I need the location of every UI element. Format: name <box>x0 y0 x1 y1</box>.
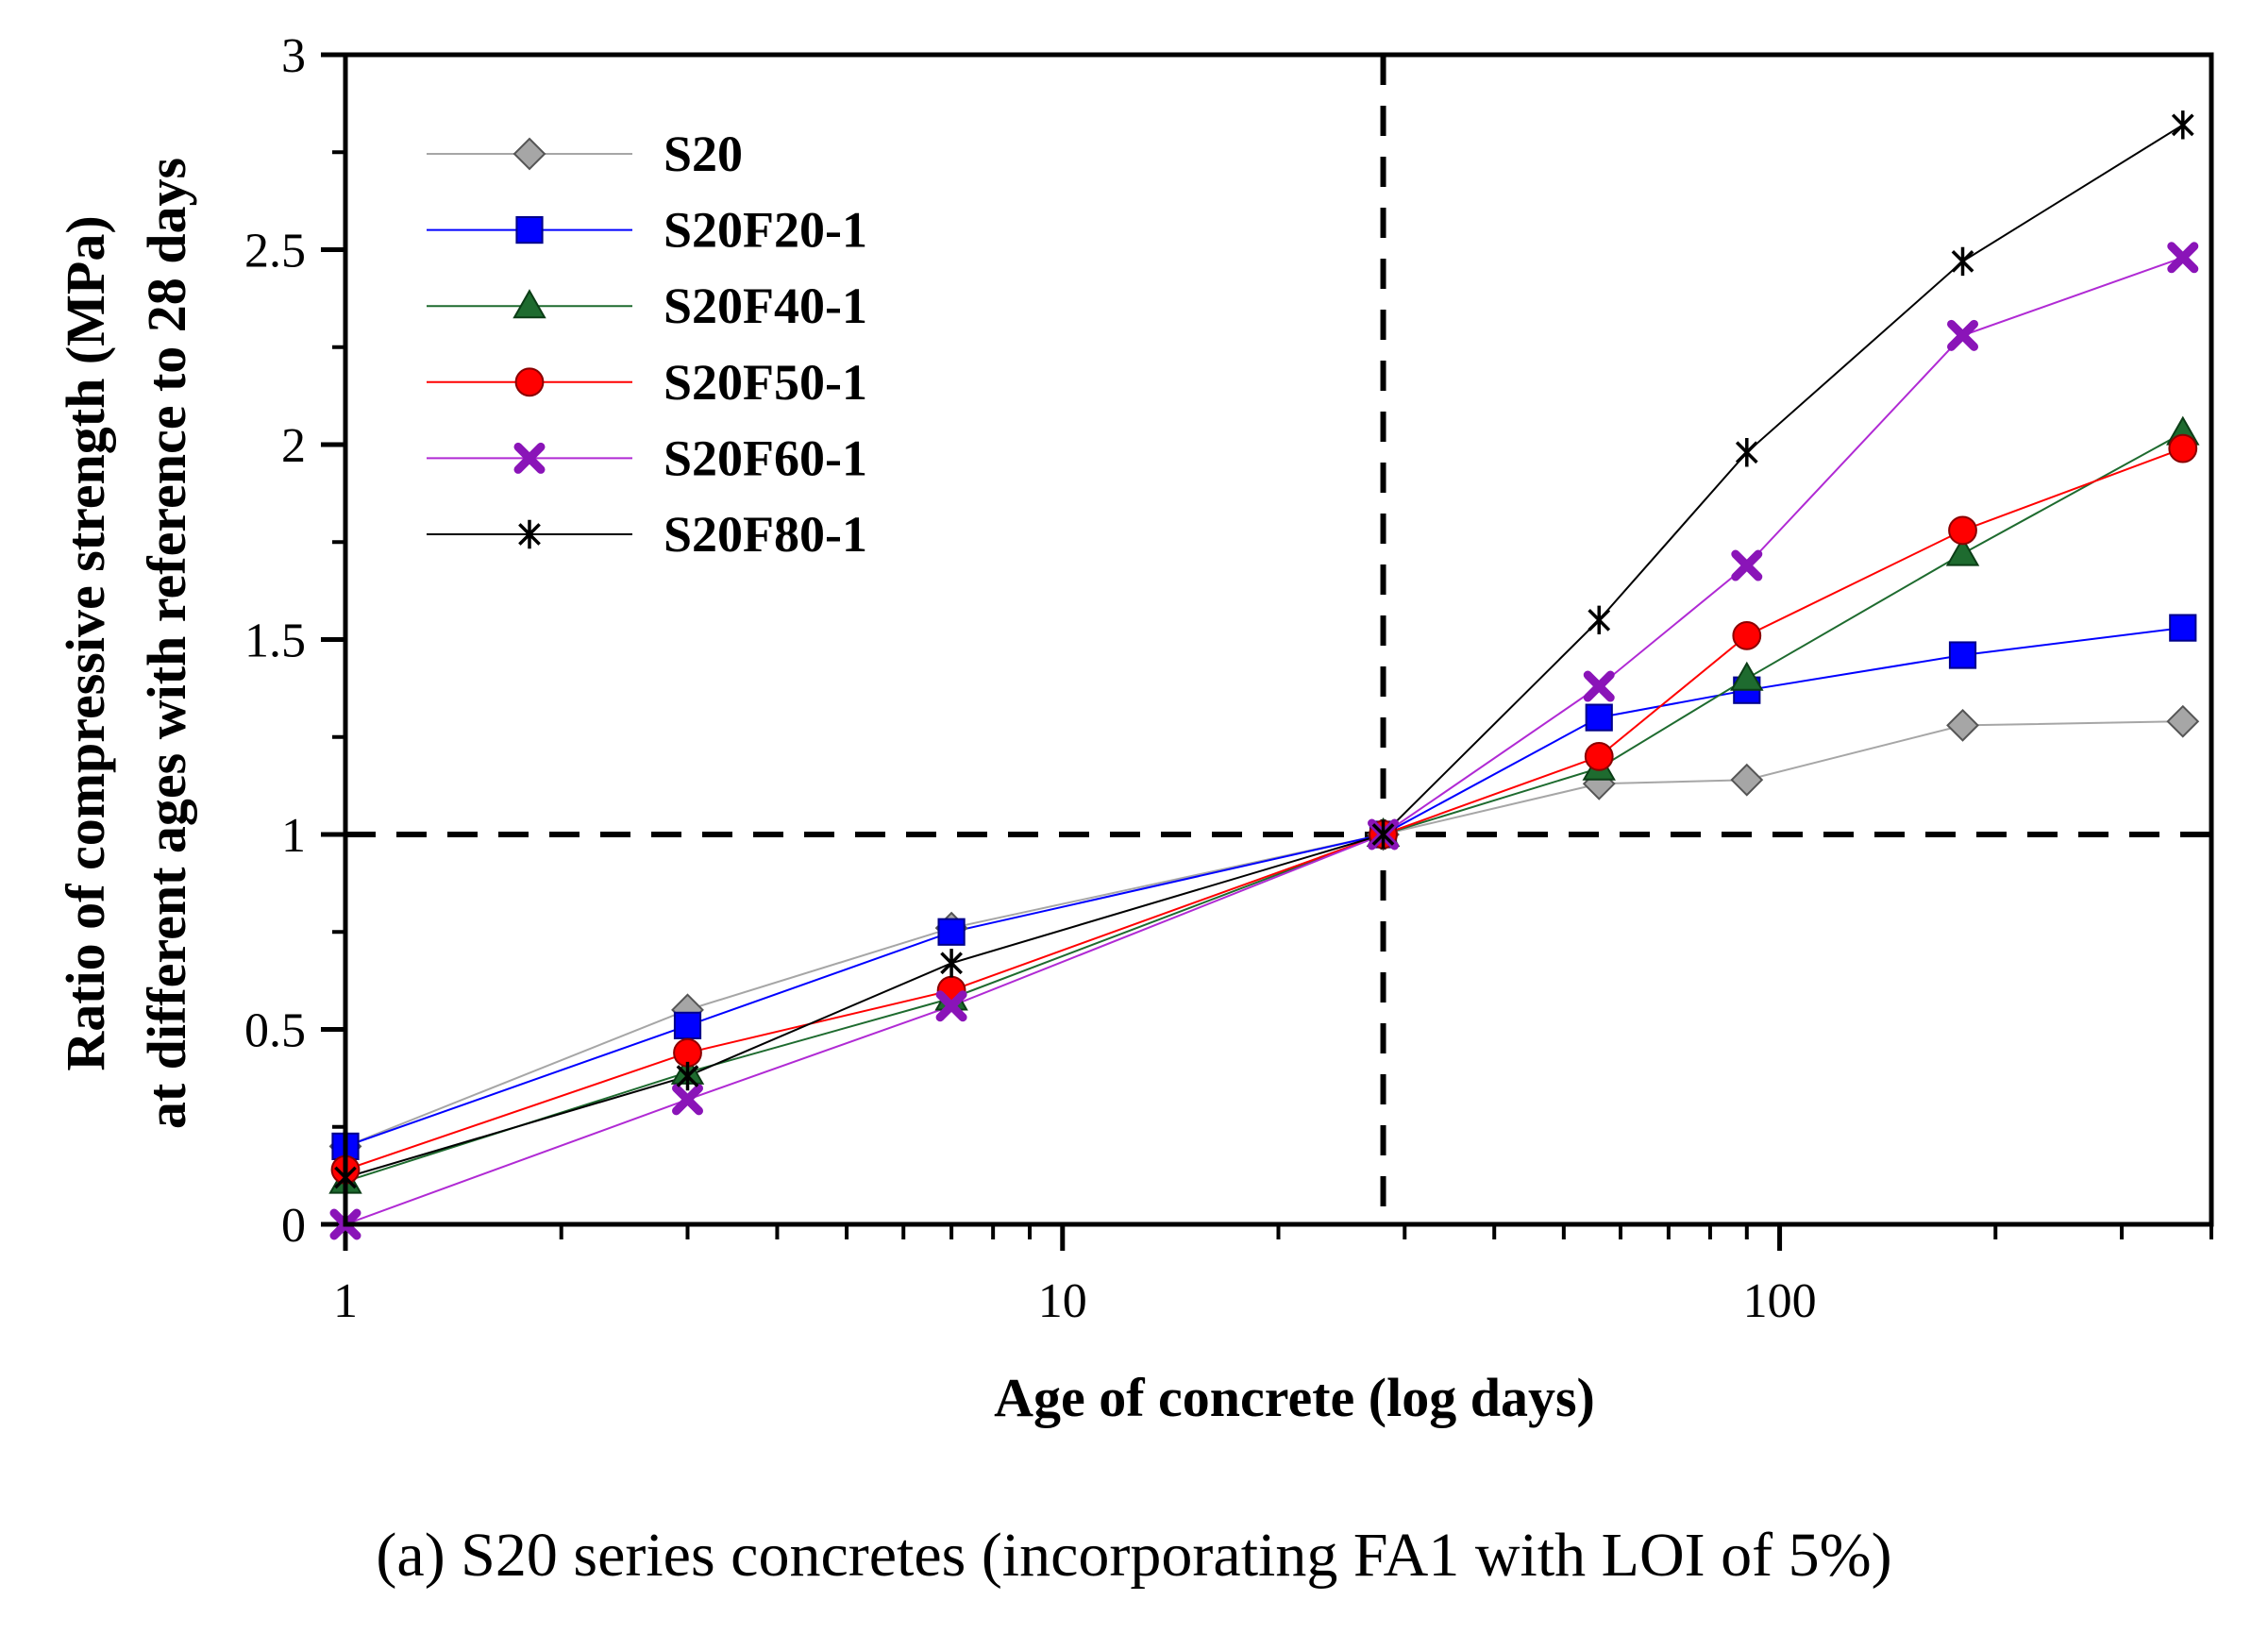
y-tick-label: 2 <box>281 419 306 473</box>
data-point-S20F20-1 <box>673 1011 702 1039</box>
legend-marker <box>512 289 546 319</box>
legend-marker <box>514 367 545 397</box>
data-point-S20F80-1 <box>676 1061 699 1091</box>
series-lines <box>344 124 2184 1225</box>
data-point-S20F50-1 <box>1584 742 1614 771</box>
data-point-S20F60-1 <box>1947 319 1979 351</box>
x-axis-title: Age of concrete (log days) <box>994 1367 1595 1428</box>
data-point-S20F40-1 <box>1730 661 1764 691</box>
y-tick-label: 1.5 <box>244 615 306 668</box>
data-point-S20F20-1 <box>1585 703 1613 732</box>
legend-marker <box>513 442 546 474</box>
data-point-S20F80-1 <box>1588 605 1611 635</box>
x-axis-ticks: 1 10 100 <box>333 1224 2213 1328</box>
legend: S20 S20F20-1 S20F40-1 S20F50-1 S20F60-1 S20F8… <box>427 126 867 563</box>
data-point-S20 <box>1946 708 1979 742</box>
legend-marker <box>512 137 546 171</box>
series-line-S20F80-1 <box>344 124 2184 1179</box>
y-tick-label: 1 <box>281 809 306 863</box>
data-point-S20F20-1 <box>2169 614 2197 642</box>
data-point-S20F20-1 <box>1948 641 1977 669</box>
series-markers <box>328 110 2200 1240</box>
y-tick-label: 2.5 <box>244 225 306 278</box>
x-tick-label: 1 <box>333 1274 358 1328</box>
data-point-S20F20-1 <box>937 918 966 946</box>
data-point-S20F60-1 <box>2167 242 2199 274</box>
legend-label: S20F50-1 <box>664 354 867 411</box>
series-line-S20F50-1 <box>344 447 2184 1171</box>
reference-lines <box>345 55 2211 1224</box>
series-line-S20F20-1 <box>344 627 2183 1148</box>
series-line-S20F60-1 <box>344 256 2184 1225</box>
legend-label: S20F60-1 <box>664 430 867 486</box>
data-point-S20F50-1 <box>2168 433 2198 463</box>
legend-label: S20F20-1 <box>664 202 867 259</box>
data-point-S20F60-1 <box>1583 670 1615 702</box>
x-tick-label: 100 <box>1743 1274 1817 1328</box>
y-tick-label: 0 <box>281 1199 306 1253</box>
legend-marker <box>518 519 541 549</box>
data-point-S20F50-1 <box>1948 515 1977 546</box>
data-point-S20F50-1 <box>1732 620 1762 650</box>
data-point-S20F80-1 <box>1735 438 1758 467</box>
data-point-S20F40-1 <box>1945 536 1980 566</box>
y-axis-ticks: 0 0.5 1 1.5 2 2.5 3 <box>244 29 345 1253</box>
series-line-S20 <box>344 720 2183 1148</box>
figure-caption: (a) S20 series concretes (incorporating … <box>376 1521 1892 1590</box>
data-point-S20F80-1 <box>1371 819 1395 850</box>
legend-label: S20F80-1 <box>664 506 867 563</box>
data-point-S20F60-1 <box>1731 549 1763 581</box>
data-point-S20 <box>2166 704 2200 738</box>
data-point-S20F60-1 <box>672 1084 704 1116</box>
legend-label: S20F40-1 <box>664 278 867 334</box>
data-point-S20F60-1 <box>935 990 967 1022</box>
data-point-S20F80-1 <box>2171 110 2194 140</box>
data-point-S20F80-1 <box>1951 246 1974 277</box>
y-axis-title-line2: at different ages with reference to 28 d… <box>136 158 197 1129</box>
legend-label: S20 <box>664 126 743 182</box>
y-tick-label: 3 <box>281 29 306 83</box>
series-line-S20F40-1 <box>344 431 2184 1183</box>
data-point-S20F80-1 <box>940 949 963 978</box>
y-tick-label: 0.5 <box>244 1004 306 1058</box>
x-tick-label: 10 <box>1038 1274 1087 1328</box>
data-point-S20 <box>1730 763 1764 797</box>
legend-marker <box>515 216 544 244</box>
y-axis-title-line1: Ratio of compressive strength (MPa) <box>55 215 116 1070</box>
plot-frame <box>343 52 2214 1227</box>
